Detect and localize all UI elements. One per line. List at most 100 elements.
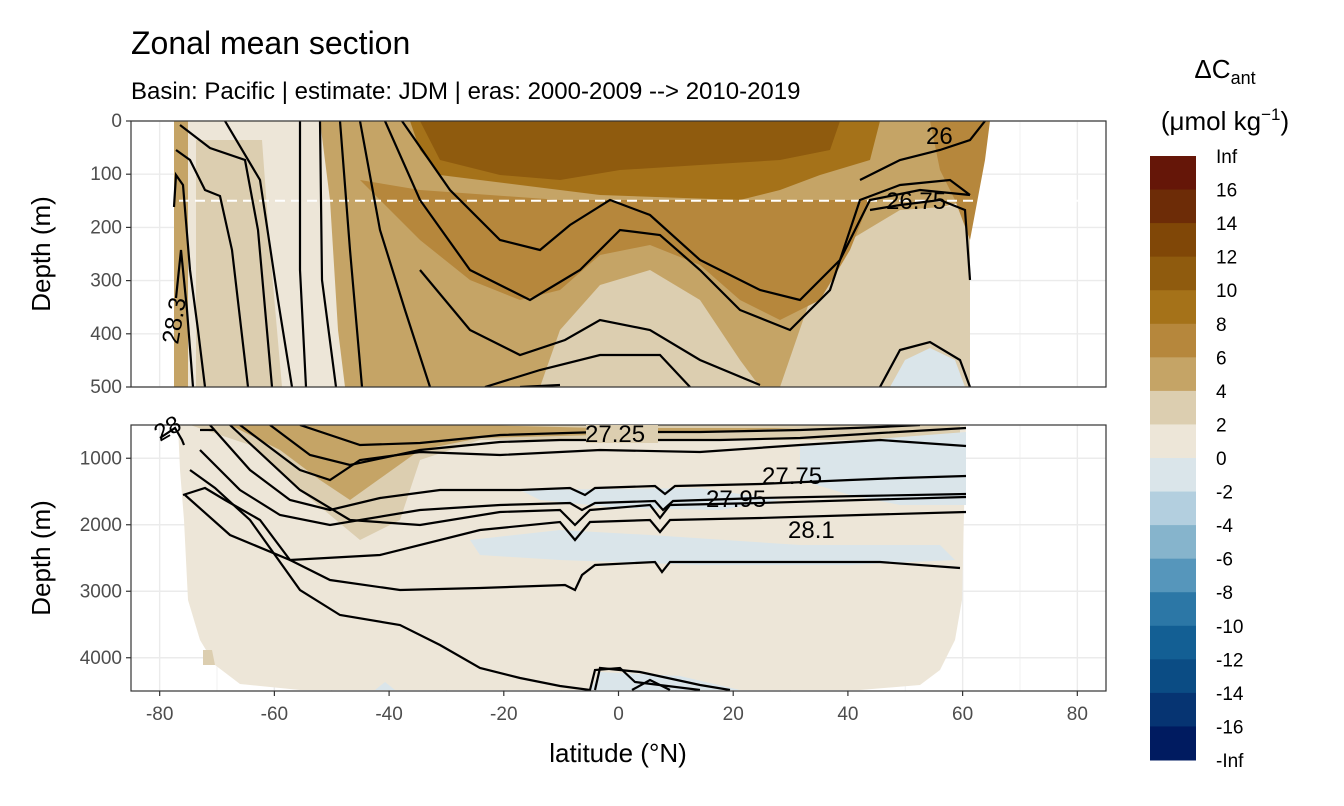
legend-swatch	[1150, 491, 1196, 526]
legend-swatch	[1150, 189, 1196, 224]
upper-fill-equator-light	[540, 270, 760, 387]
lower-contour-line	[631, 678, 671, 691]
legend-swatch	[1150, 357, 1196, 392]
y-tick-label: 200	[90, 217, 122, 238]
lower-contour-label-281: 28.1	[788, 517, 835, 544]
upper-contour-line	[224, 121, 294, 387]
upper-contour-line	[401, 121, 971, 302]
lower-panel: 27.25 27.75 27.95 28.1 28 10002000300040…	[80, 410, 1107, 725]
legend: ΔCant (μmol kg−1) Inf 16 14 12 10 8 6 4 2 0 -2 -4 -6…	[1150, 54, 1289, 772]
upper-contour-line	[869, 198, 972, 281]
upper-panel-border	[130, 120, 1107, 388]
x-tick-label: 20	[723, 704, 744, 725]
y-tick-label: 500	[90, 377, 122, 398]
legend-label: 12	[1216, 248, 1237, 269]
y-tick-label: 4000	[80, 648, 122, 669]
upper-contour-line	[358, 121, 432, 387]
lower-contour-label-2725: 27.25	[585, 421, 645, 448]
upper-fill-top-right	[930, 121, 990, 240]
y-tick-label: 100	[90, 164, 122, 185]
legend-label: -6	[1216, 550, 1233, 571]
chart-title: Zonal mean section	[131, 25, 410, 61]
legend-label: Inf	[1216, 147, 1238, 168]
lower-contour-label-2795: 27.95	[706, 486, 766, 513]
x-tick-label: -20	[490, 704, 517, 725]
legend-swatch	[1150, 390, 1196, 425]
lower-panel-fill	[159, 425, 967, 691]
x-axis-title: latitude (°N)	[549, 738, 687, 768]
lower-fill-tan-patch	[203, 650, 215, 665]
y-tick-label: 400	[90, 324, 122, 345]
x-tick-label: -60	[261, 704, 288, 725]
y-axis-title-upper: Depth (m)	[26, 196, 56, 312]
legend-label: 6	[1216, 348, 1227, 369]
legend-swatch	[1150, 558, 1196, 593]
lower-contour-line	[593, 666, 731, 691]
x-tick-label: 60	[952, 704, 973, 725]
legend-label: 2	[1216, 415, 1227, 436]
upper-fill-darker	[420, 121, 840, 180]
lower-contour-line	[184, 494, 967, 562]
legend-label: 16	[1216, 181, 1237, 202]
upper-contour-label-26: 26	[926, 123, 953, 150]
legend-label: -16	[1216, 717, 1243, 738]
legend-label: -2	[1216, 483, 1233, 504]
legend-swatch	[1150, 625, 1196, 660]
upper-contour-line	[179, 124, 274, 387]
y-tick-label: 2000	[80, 515, 122, 536]
upper-fill-negative-patch	[890, 348, 965, 387]
y-tick-label: 300	[90, 271, 122, 292]
legend-unit: (μmol kg−1)	[1161, 105, 1289, 136]
upper-contour-line	[174, 249, 195, 387]
upper-contours	[172, 121, 986, 387]
upper-contour-line	[419, 269, 761, 387]
legend-label: -12	[1216, 650, 1243, 671]
legend-label: -4	[1216, 516, 1233, 537]
y-tick-label: 0	[111, 111, 122, 132]
legend-label: 8	[1216, 315, 1227, 336]
legend-label: 14	[1216, 214, 1238, 235]
legend-swatch	[1150, 525, 1196, 560]
legend-swatch	[1150, 256, 1196, 291]
legend-colorbar	[1150, 156, 1196, 761]
y-axis-title-lower: Depth (m)	[26, 500, 56, 616]
lower-fill-negative-deep	[470, 530, 955, 565]
upper-fill-north-lighter	[780, 205, 970, 387]
lower-contour-line	[239, 425, 967, 482]
legend-swatch	[1150, 692, 1196, 727]
upper-contour-line	[484, 353, 691, 387]
upper-contour-line	[383, 121, 971, 332]
x-tick-label: -40	[375, 704, 402, 725]
legend-swatch	[1150, 156, 1196, 191]
x-tick-label: 80	[1067, 704, 1088, 725]
lower-contour-line	[199, 449, 967, 527]
lower-contour-line	[229, 425, 967, 527]
upper-fill-mid-band	[360, 180, 870, 320]
upper-panel-fill	[131, 121, 1106, 387]
legend-swatch	[1150, 323, 1196, 358]
legend-label: 4	[1216, 382, 1227, 403]
chart-subtitle: Basin: Pacific | estimate: JDM | eras: 2…	[131, 78, 800, 105]
upper-contour-line	[172, 171, 207, 387]
lower-contour-line	[209, 425, 967, 512]
legend-unit-close: )	[1280, 106, 1289, 136]
upper-contour-line	[298, 121, 308, 387]
x-tick-label: -80	[146, 704, 173, 725]
legend-title-main: ΔC	[1194, 54, 1230, 84]
upper-contour-line	[175, 149, 250, 387]
lower-y-ticks: 1000 2000 3000 4000	[80, 448, 131, 669]
y-tick-label: 1000	[80, 448, 122, 469]
legend-unit-sup: −1	[1261, 105, 1280, 124]
legend-swatch	[1150, 592, 1196, 627]
legend-label: -Inf	[1216, 751, 1244, 772]
upper-contour-line	[879, 340, 972, 387]
lower-contour-line	[159, 426, 186, 446]
upper-contour-line	[859, 121, 986, 181]
legend-label: 0	[1216, 449, 1227, 470]
legend-label: -8	[1216, 583, 1233, 604]
contour-label-backdrop	[586, 425, 658, 443]
lower-fill-negative-small	[375, 682, 395, 690]
legend-unit-open: (μmol kg	[1161, 106, 1261, 136]
